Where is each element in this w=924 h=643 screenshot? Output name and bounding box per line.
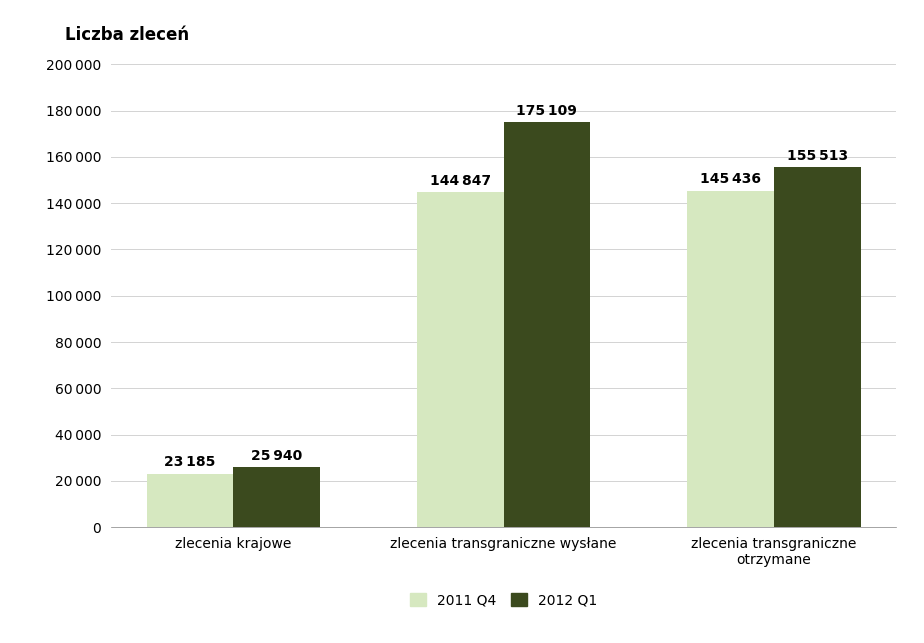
Legend: 2011 Q4, 2012 Q1: 2011 Q4, 2012 Q1 <box>404 588 603 613</box>
Text: 25 940: 25 940 <box>250 449 302 463</box>
Text: 155 513: 155 513 <box>786 149 848 163</box>
Text: 23 185: 23 185 <box>164 455 215 469</box>
Bar <box>147 474 233 527</box>
Text: 145 436: 145 436 <box>700 172 761 186</box>
Text: 144 847: 144 847 <box>430 174 491 188</box>
Bar <box>504 122 590 527</box>
Bar <box>687 190 774 527</box>
Text: Liczba zleceń: Liczba zleceń <box>65 26 188 44</box>
Bar <box>417 192 504 527</box>
Bar <box>233 467 320 527</box>
Text: 175 109: 175 109 <box>517 104 578 118</box>
Bar <box>774 167 860 527</box>
